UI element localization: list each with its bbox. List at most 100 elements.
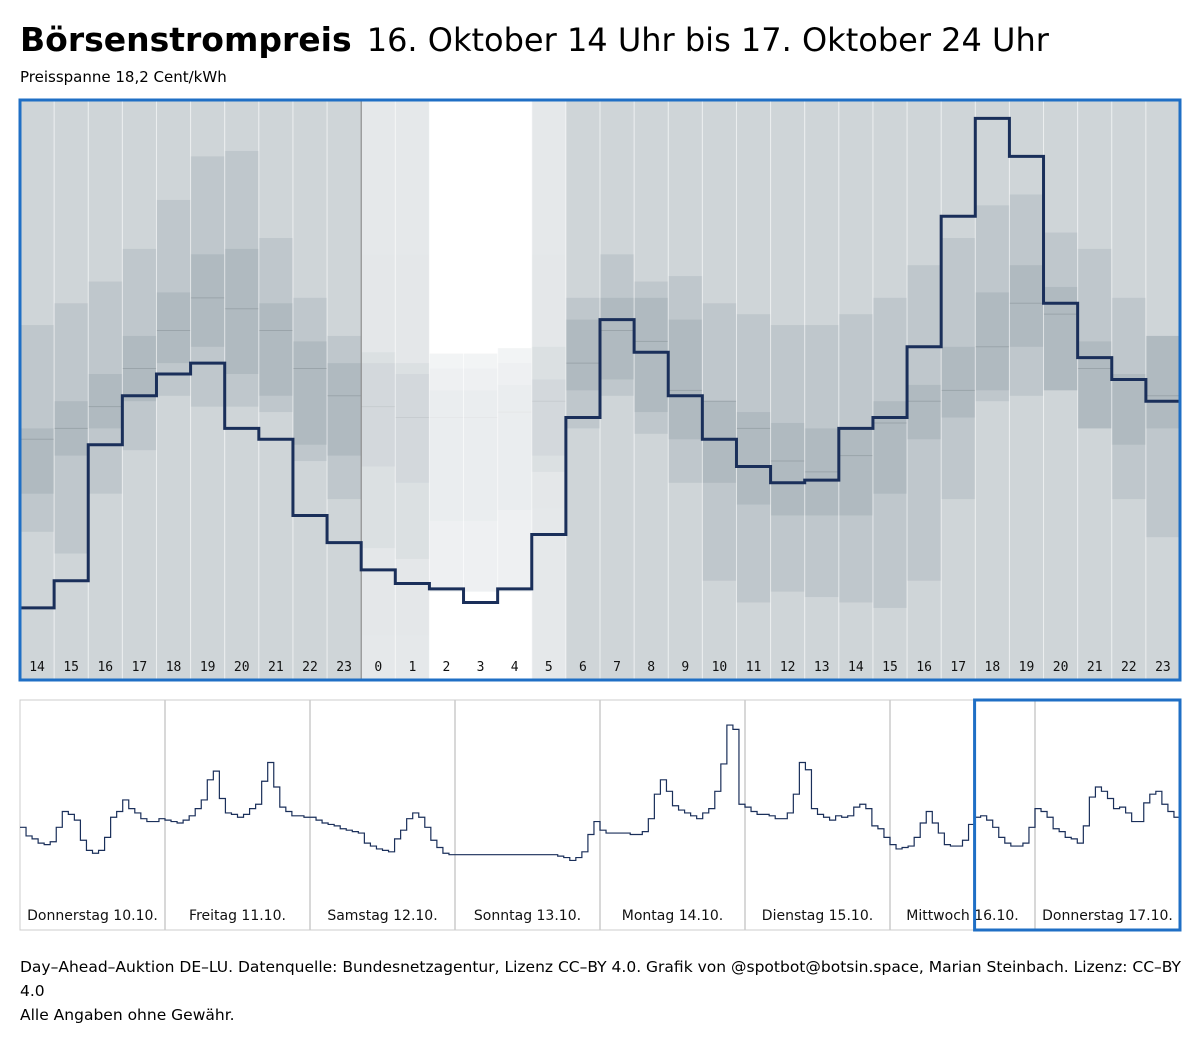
band-inner <box>600 297 635 380</box>
band-inner <box>429 390 464 521</box>
hour-tick-label: 0 <box>374 660 382 675</box>
hour-tick-label: 23 <box>1155 660 1171 675</box>
hour-tick-label: 12 <box>780 660 796 675</box>
band-inner <box>1009 265 1044 347</box>
price-step-line <box>20 116 1180 610</box>
hour-tick-label: 7 <box>613 660 621 675</box>
hour-column <box>292 100 328 680</box>
hour-tick-label: 23 <box>336 660 352 675</box>
band-inner <box>258 303 293 396</box>
hour-column <box>1043 100 1078 680</box>
overview-day-label: Sonntag 13.10. <box>474 908 581 924</box>
hour-tick-label: 8 <box>647 660 655 675</box>
band-inner <box>702 401 737 483</box>
hour-column <box>156 100 191 680</box>
hour-tick-label: 20 <box>234 660 250 675</box>
band-inner <box>838 428 873 516</box>
band-mid <box>429 368 464 592</box>
hour-tick-label: 19 <box>200 660 216 675</box>
main-chart: 14 15 16 17 18 19 20 21 22 23 0 1 2 3 4 5 6 7 8 9 10 11 12 13 14… <box>18 98 1182 682</box>
band-inner <box>292 341 328 445</box>
overview-day-label: Freitag 11.10. <box>189 908 286 924</box>
hour-tick-label: 15 <box>882 660 898 675</box>
overview-day-label: Montag 14.10. <box>622 908 723 924</box>
hour-column <box>88 100 123 680</box>
band-inner <box>941 346 976 418</box>
hour-tick-label: 13 <box>814 660 830 675</box>
band-inner <box>565 319 600 391</box>
hour-column <box>531 100 566 680</box>
footer-source: Day–Ahead–Auktion DE–LU. Datenquelle: Bu… <box>20 958 1182 1000</box>
band-inner <box>531 379 566 456</box>
band-mid <box>497 363 532 592</box>
hour-column <box>941 100 976 680</box>
hour-column <box>1077 100 1112 680</box>
hour-tick-label: 11 <box>746 660 762 675</box>
hour-column <box>702 100 737 680</box>
hour-tick-label: 16 <box>97 660 113 675</box>
band-inner <box>497 384 532 510</box>
hour-column <box>838 100 873 680</box>
hour-column <box>975 100 1010 680</box>
hour-column <box>634 100 669 680</box>
hour-column <box>804 100 839 680</box>
band-inner <box>634 297 669 413</box>
overview-day-label: Samstag 12.10. <box>327 908 437 924</box>
hour-column <box>54 100 89 680</box>
chart-title: Börsenstrompreis <box>20 20 352 59</box>
title-row: Börsenstrompreis 16. Oktober 14 Uhr bis … <box>20 20 1049 59</box>
overview-chart: Donnerstag 10.10. Freitag 11.10. Samstag 1… <box>19 698 1182 932</box>
hour-tick-label: 14 <box>848 660 864 675</box>
hour-tick-label: 5 <box>545 660 553 675</box>
hour-column <box>497 348 532 592</box>
overview-day-label: Donnerstag 10.10. <box>27 908 158 924</box>
band-inner <box>361 363 396 467</box>
band-inner <box>190 254 225 347</box>
hour-tick-label: 18 <box>166 660 182 675</box>
hour-tick-label: 19 <box>1019 660 1035 675</box>
band-inner <box>770 422 805 516</box>
overview-day-label: Mittwoch 16.10. <box>906 908 1019 924</box>
hour-column <box>190 100 225 680</box>
hour-column <box>327 100 362 680</box>
hour-tick-label: 17 <box>132 660 148 675</box>
hour-column <box>1111 100 1146 680</box>
overview-step-line <box>20 724 1180 862</box>
footer-disclaimer: Alle Angaben ohne Gewähr. <box>20 1006 235 1024</box>
overview-highlight-frame <box>973 698 1182 932</box>
hour-tick-label: 3 <box>477 660 485 675</box>
chart-subtitle: Preisspanne 18,2 Cent/kWh <box>20 68 227 86</box>
hour-column <box>770 100 805 680</box>
hour-column <box>907 100 942 680</box>
band-inner <box>88 374 123 429</box>
hour-tick-label: 15 <box>63 660 79 675</box>
band-inner <box>463 390 498 521</box>
hour-tick-label: 22 <box>1121 660 1137 675</box>
band-inner <box>327 363 362 456</box>
band-inner <box>20 428 55 494</box>
hour-column <box>395 100 430 680</box>
hour-column <box>668 100 703 680</box>
band-inner <box>907 384 942 440</box>
hour-tick-label: 1 <box>408 660 416 675</box>
hour-tick-label: 17 <box>950 660 966 675</box>
hour-column <box>565 100 600 680</box>
hour-tick-label: 22 <box>302 660 318 675</box>
hour-column <box>224 100 259 680</box>
band-mid <box>463 368 498 592</box>
band-inner <box>156 292 191 364</box>
band-inner <box>1145 335 1180 429</box>
column-fill <box>463 353 498 581</box>
hour-column <box>463 353 498 592</box>
overview-day-label: Dienstag 15.10. <box>762 908 873 924</box>
footer: Day–Ahead–Auktion DE–LU. Datenquelle: Bu… <box>20 955 1200 1027</box>
hour-tick-label: 9 <box>681 660 689 675</box>
hour-column <box>1009 100 1044 680</box>
charts-svg: 14 15 16 17 18 19 20 21 22 23 0 1 2 3 4 5 6 7 8 9 10 11 12 13 14… <box>18 98 1182 932</box>
hour-tick-label: 14 <box>29 660 45 675</box>
band-inner <box>668 319 703 440</box>
hour-tick-label: 21 <box>1087 660 1103 675</box>
band-inner <box>975 292 1010 391</box>
hour-column <box>736 100 771 680</box>
hour-column <box>20 100 55 680</box>
